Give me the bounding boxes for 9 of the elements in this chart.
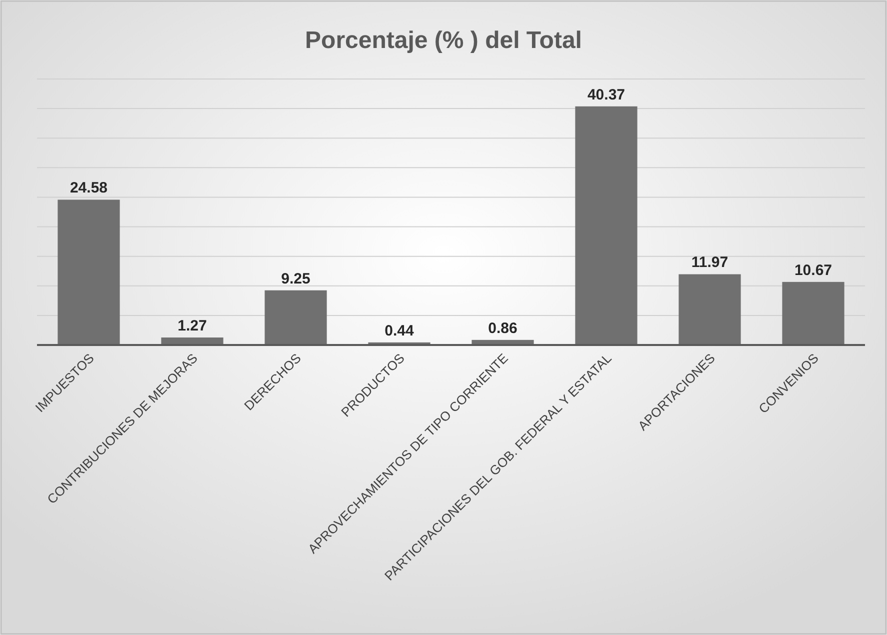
data-label: 40.37 <box>587 86 626 104</box>
data-label: 0.44 <box>384 322 414 340</box>
data-label: 9.25 <box>281 270 310 288</box>
data-label: 10.67 <box>794 262 832 279</box>
data-label: 0.86 <box>488 320 518 337</box>
data-label: 11.97 <box>691 254 728 272</box>
chart-title: Porcentaje (% ) del Total <box>305 27 582 54</box>
data-label: 1.27 <box>178 317 207 334</box>
data-label: 24.58 <box>70 180 108 197</box>
